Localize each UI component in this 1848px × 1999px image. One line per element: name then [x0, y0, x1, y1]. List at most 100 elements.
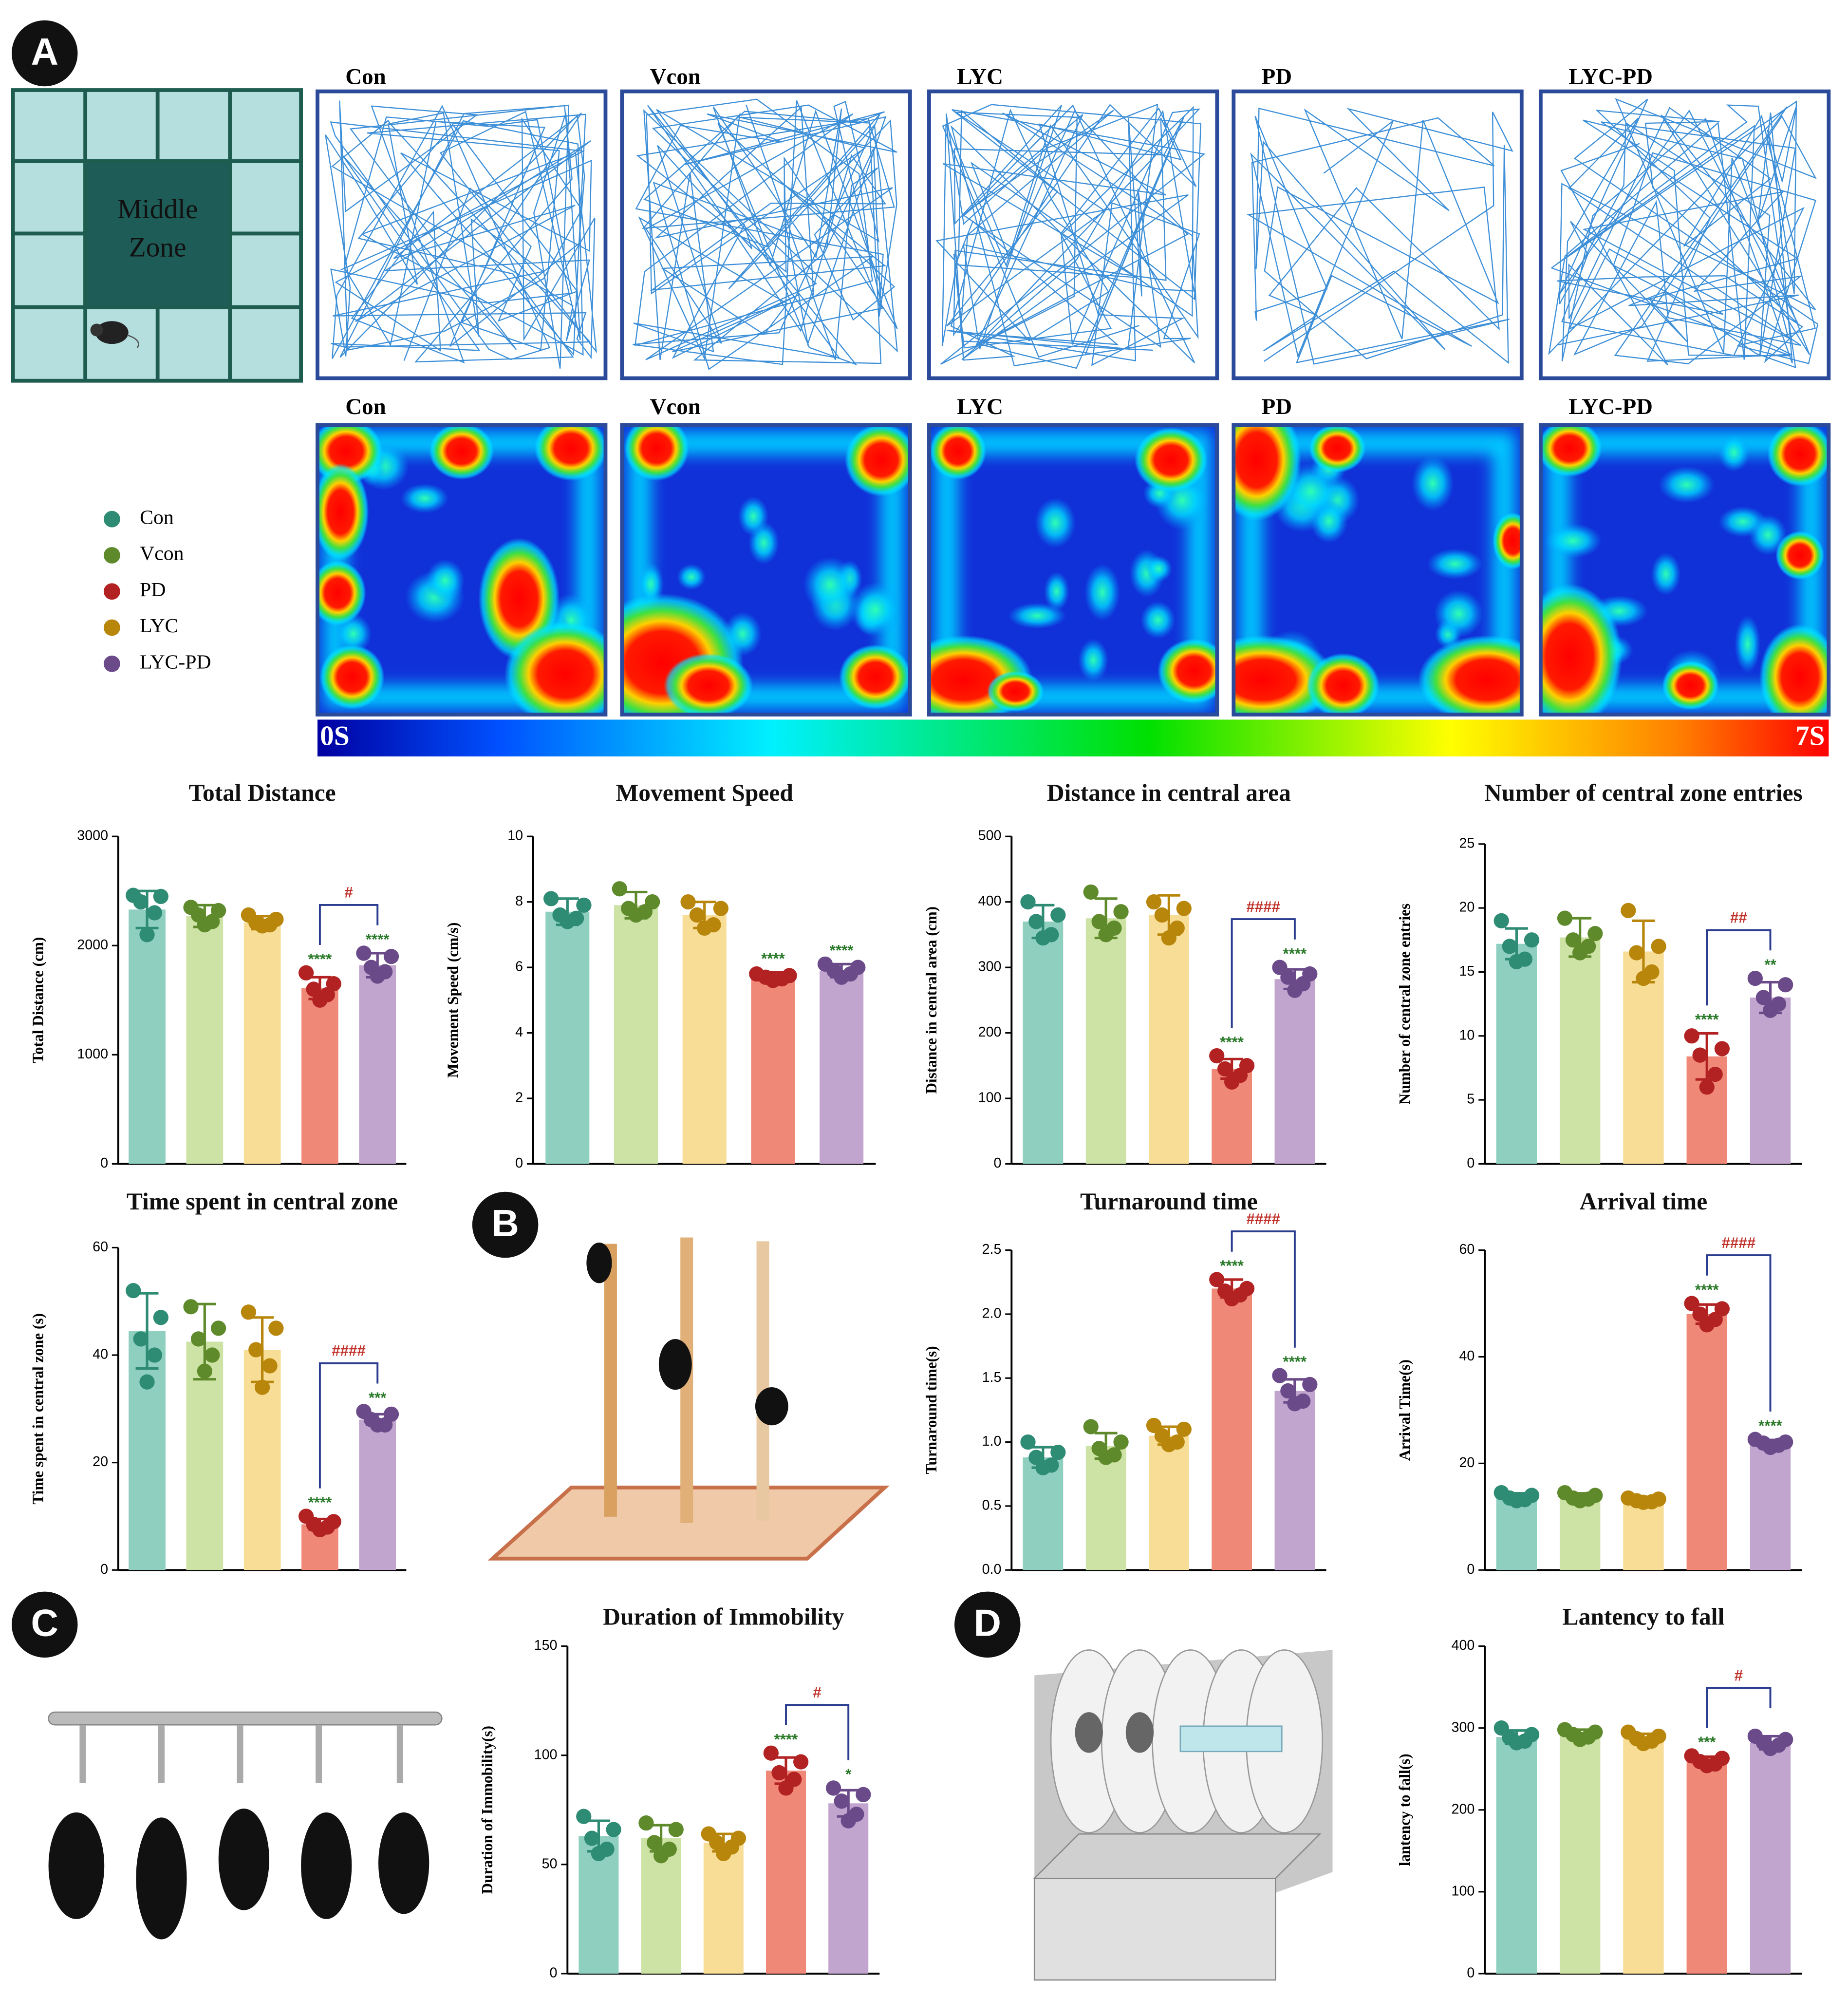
track-path — [935, 103, 1206, 369]
comparison-bracket — [1706, 1254, 1772, 1412]
data-point — [1621, 903, 1636, 919]
heatmap-hot — [987, 671, 1044, 712]
y-tick-label: 0 — [1467, 1155, 1475, 1171]
chart-title-box: Total Distance — [189, 781, 336, 808]
y-tick-label: 0.5 — [982, 1498, 1002, 1513]
chart-title: Distance in central area — [1046, 780, 1291, 808]
heatmap-hot — [1233, 425, 1302, 521]
data-point — [1113, 904, 1129, 920]
data-point — [1098, 927, 1114, 943]
chart-title-box: Movement Speed — [616, 780, 793, 808]
comparison-bracket — [318, 1362, 379, 1489]
data-point — [612, 881, 627, 897]
data-point — [1020, 894, 1036, 910]
data-point — [1020, 1434, 1036, 1450]
heatmap-hot — [1307, 653, 1380, 715]
data-point — [1714, 1041, 1730, 1056]
y-tick-label: 2.5 — [982, 1242, 1002, 1257]
y-tick-label: 60 — [93, 1239, 108, 1255]
chart-title: Duration of Immobility — [603, 1604, 844, 1631]
panel-badge — [472, 1191, 539, 1258]
data-point — [1287, 982, 1303, 998]
data-point — [1699, 1079, 1715, 1095]
data-point — [584, 1830, 600, 1846]
significance-stars: **** — [774, 1731, 798, 1748]
data-point — [1272, 1368, 1288, 1383]
data-point — [1209, 1048, 1225, 1064]
y-tick-label: 2000 — [77, 937, 108, 953]
data-point — [254, 918, 270, 934]
legend-label: LYC — [140, 615, 178, 637]
heatmap-hot — [317, 463, 369, 561]
track-path — [1246, 108, 1513, 365]
y-tick-label: 5 — [1467, 1092, 1475, 1107]
chart-title: Movement Speed — [616, 780, 793, 808]
y-axis-label: Number of central zone entries — [1396, 904, 1413, 1105]
y-tick-label: 50 — [542, 1856, 558, 1871]
data-point — [1636, 1494, 1651, 1510]
data-point — [591, 1846, 607, 1862]
data-point — [254, 1379, 270, 1395]
legend-label: LYC-PD — [140, 651, 211, 673]
y-tick-label: 1.5 — [982, 1370, 1002, 1385]
data-point — [1091, 914, 1107, 929]
significance-stars: **** — [830, 942, 854, 959]
chart-title: Number of central zone entries — [1484, 780, 1803, 808]
y-tick-label: 0 — [994, 1155, 1002, 1171]
colorbar — [317, 719, 1829, 757]
y-tick-label: 6 — [515, 959, 523, 975]
legend-label: Con — [140, 506, 174, 528]
data-point — [197, 917, 212, 933]
bar — [765, 1771, 806, 1974]
data-point — [1083, 884, 1099, 900]
data-point — [763, 1745, 779, 1761]
data-point — [183, 1299, 199, 1315]
data-point — [1636, 1735, 1651, 1752]
data-point — [765, 973, 781, 988]
y-tick-label: 100 — [534, 1747, 558, 1762]
bar — [820, 970, 864, 1164]
significance-stars: **** — [1758, 1417, 1782, 1434]
comparison-bracket — [1706, 1687, 1772, 1728]
comparison-label: #### — [1722, 1234, 1756, 1251]
data-point — [543, 891, 559, 906]
data-point — [1557, 910, 1573, 926]
heatmap-hot — [1540, 425, 1602, 477]
data-point — [190, 1331, 206, 1347]
significance-stars: * — [845, 1766, 852, 1783]
bar — [1750, 1444, 1791, 1570]
legend-marker — [103, 547, 120, 564]
track-label: LYC — [957, 64, 1003, 89]
track-path — [633, 98, 898, 370]
panel-label: D — [974, 1602, 1001, 1644]
heatmap-cool — [1145, 555, 1173, 583]
heatmap-hot — [319, 644, 385, 710]
data-point — [126, 1283, 141, 1299]
comparison-label: # — [813, 1684, 821, 1701]
heatmap — [316, 423, 608, 717]
heatmap-hot — [664, 653, 753, 715]
y-tick-label: 4 — [515, 1024, 523, 1040]
data-point — [1524, 932, 1540, 948]
data-point — [210, 1320, 226, 1336]
bar — [1496, 943, 1537, 1164]
data-point — [153, 888, 168, 905]
comparison-bracket — [1231, 1230, 1296, 1348]
y-tick-label: 200 — [978, 1024, 1002, 1040]
data-point — [606, 1822, 621, 1837]
heatmap-cool — [1078, 639, 1109, 682]
heatmap-ring — [628, 431, 904, 708]
heatmap-cool — [1658, 466, 1715, 504]
data-point — [1083, 1419, 1099, 1434]
heatmap-cool — [1734, 615, 1761, 674]
y-axis-label: Distance in central area (cm) — [923, 906, 940, 1094]
y-tick-label: 100 — [978, 1090, 1002, 1106]
heatmap-glow — [929, 425, 1217, 715]
data-point — [1280, 1383, 1296, 1399]
panel-label: A — [31, 30, 58, 73]
significance-stars: **** — [1695, 1281, 1719, 1298]
comparison-label: ## — [1730, 909, 1747, 926]
comparison-bracket — [1231, 918, 1296, 1028]
data-point — [197, 1363, 212, 1379]
data-point — [1684, 1296, 1699, 1311]
